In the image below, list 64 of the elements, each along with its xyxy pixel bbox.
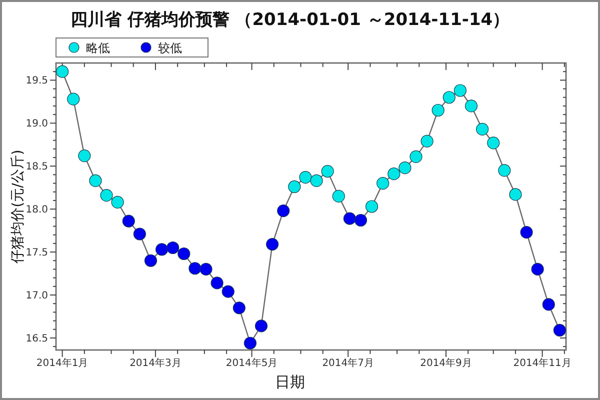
point xyxy=(166,241,180,254)
point xyxy=(100,189,113,202)
point xyxy=(133,228,146,240)
point xyxy=(277,204,290,218)
point xyxy=(388,168,400,180)
point xyxy=(254,320,268,332)
point xyxy=(410,150,422,163)
point xyxy=(188,262,202,275)
point xyxy=(244,336,257,350)
point xyxy=(487,136,500,150)
y-tick-label: 17.5 xyxy=(26,248,48,259)
point xyxy=(343,212,356,225)
x-tick-label: 2014年11月 xyxy=(513,357,572,369)
y-tick-label: 17.0 xyxy=(26,290,48,302)
x-tick-label: 2014年5月 xyxy=(226,357,278,369)
point xyxy=(78,150,91,162)
point xyxy=(442,91,456,104)
point xyxy=(542,298,555,311)
point xyxy=(365,200,378,213)
point xyxy=(288,180,301,194)
x-axis-title: 日期 xyxy=(275,373,305,391)
point xyxy=(122,214,135,228)
point xyxy=(266,238,279,251)
legend-label: 略低 xyxy=(86,41,110,55)
point xyxy=(454,84,467,97)
point xyxy=(464,100,478,112)
y-tick-label: 18.5 xyxy=(26,162,48,173)
x-tick-label: 2014年1月 xyxy=(36,357,88,369)
y-tick-label: 18.0 xyxy=(26,204,48,216)
point xyxy=(531,262,544,276)
x-tick-label: 2014年9月 xyxy=(420,357,472,369)
point xyxy=(200,262,212,276)
point xyxy=(56,65,69,78)
point xyxy=(354,214,368,227)
point xyxy=(520,226,533,239)
y-tick-label: 19.0 xyxy=(26,118,48,130)
point xyxy=(553,324,566,337)
point xyxy=(299,170,312,184)
x-tick-label: 2014年3月 xyxy=(130,357,182,369)
y-tick-label: 16.5 xyxy=(26,333,48,344)
point xyxy=(210,276,224,290)
point xyxy=(321,164,334,178)
point xyxy=(332,190,345,202)
point xyxy=(89,174,102,188)
point xyxy=(398,162,412,174)
point xyxy=(420,134,434,148)
x-tick-label: 2014年7月 xyxy=(322,357,374,369)
point xyxy=(155,243,168,256)
y-axis-title: 仔猪均价(元/公斤) xyxy=(10,150,26,264)
y-tick-label: 19.5 xyxy=(26,76,48,87)
point xyxy=(232,302,246,314)
point xyxy=(144,254,158,267)
chart-title: 四川省 仔猪均价预警 （2014-01-01 ～2014-11-14） xyxy=(70,10,510,30)
point xyxy=(111,196,124,209)
point xyxy=(222,285,234,298)
point xyxy=(376,177,390,190)
point xyxy=(67,92,80,106)
point xyxy=(432,104,444,117)
point xyxy=(498,164,511,177)
legend-label: 较低 xyxy=(158,41,182,55)
point xyxy=(509,188,522,201)
point xyxy=(310,174,323,188)
point xyxy=(476,122,489,136)
point xyxy=(178,247,190,260)
